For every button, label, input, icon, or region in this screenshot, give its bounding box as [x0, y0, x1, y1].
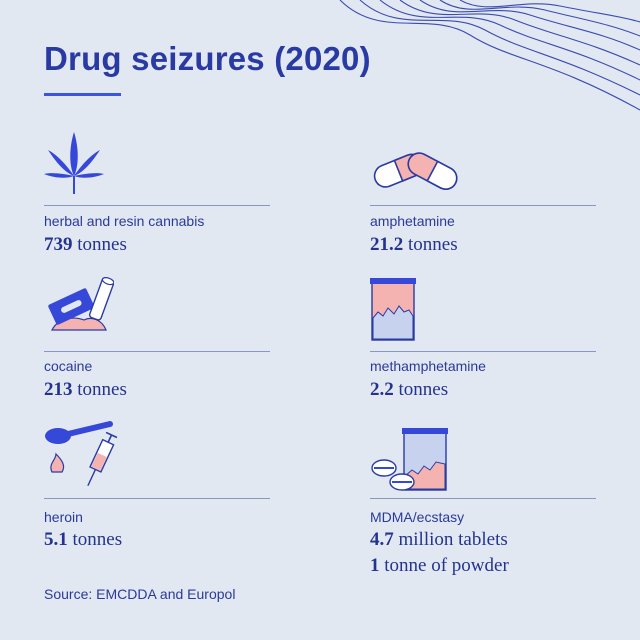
item-amount-unit: tonnes — [72, 529, 123, 550]
item-methamphetamine: methamphetamine 2.2 tonnes — [370, 276, 596, 406]
page-title: Drug seizures (2020) — [44, 40, 371, 77]
item-amount-unit: tonnes — [398, 379, 449, 400]
item-name: herbal and resin cannabis — [44, 213, 205, 229]
item-amount-value: 21.2 — [370, 234, 404, 255]
item-cocaine: cocaine 213 tonnes — [44, 276, 270, 406]
crystal-jar-icon — [370, 278, 416, 341]
item-amphetamine: amphetamine 21.2 tonnes — [370, 130, 596, 260]
decorative-wave-lines — [339, 0, 640, 111]
item-divider — [44, 205, 270, 206]
item-amount-value: 2.2 — [370, 379, 394, 400]
item-amount-value-2: 1 — [370, 555, 380, 576]
item-cannabis: herbal and resin cannabis 739 tonnes — [44, 130, 270, 260]
item-amount-value: 739 — [44, 234, 73, 255]
item-name: MDMA/ecstasy — [370, 509, 465, 525]
tablets-jar-icon — [371, 428, 448, 491]
item-amount-value: 4.7 — [370, 529, 394, 550]
razor-blade-cocaine-icon — [48, 276, 114, 331]
item-amount-unit: tonnes — [408, 234, 458, 255]
item-divider — [370, 498, 596, 499]
item-name: cocaine — [44, 358, 93, 374]
spoon-syringe-icon — [45, 421, 118, 487]
item-amount-line: 5.1 tonnes — [44, 529, 122, 551]
item-name: methamphetamine — [370, 358, 486, 374]
item-divider — [370, 205, 596, 206]
cannabis-leaf-icon — [44, 132, 104, 194]
item-amount-value: 5.1 — [44, 529, 68, 550]
source-note: Source: EMCDDA and Europol — [44, 586, 236, 602]
item-amount-unit-2: tonne of powder — [384, 555, 509, 576]
item-amount-line: 21.2 tonnes — [370, 234, 458, 256]
item-divider — [44, 498, 270, 499]
item-amount-value: 213 — [44, 379, 73, 400]
item-divider — [370, 351, 596, 352]
item-name: amphetamine — [370, 213, 455, 229]
item-amount-line: 213 tonnes — [44, 379, 127, 401]
item-name: heroin — [44, 509, 83, 525]
item-amount-unit: million tablets — [398, 529, 508, 550]
item-amount-line: 739 tonnes — [44, 234, 127, 256]
pills-icon — [373, 152, 458, 190]
item-divider — [44, 351, 270, 352]
item-amount-line-2: 1 tonne of powder — [370, 555, 509, 577]
item-amount-line: 2.2 tonnes — [370, 379, 448, 401]
item-amount-line: 4.7 million tablets — [370, 529, 508, 551]
item-mdma: MDMA/ecstasy 4.7 million tablets 1 tonne… — [370, 420, 596, 580]
item-amount-unit: tonnes — [77, 379, 127, 400]
title-underline — [44, 93, 121, 96]
item-amount-unit: tonnes — [77, 234, 127, 255]
item-heroin: heroin 5.1 tonnes — [44, 420, 270, 550]
